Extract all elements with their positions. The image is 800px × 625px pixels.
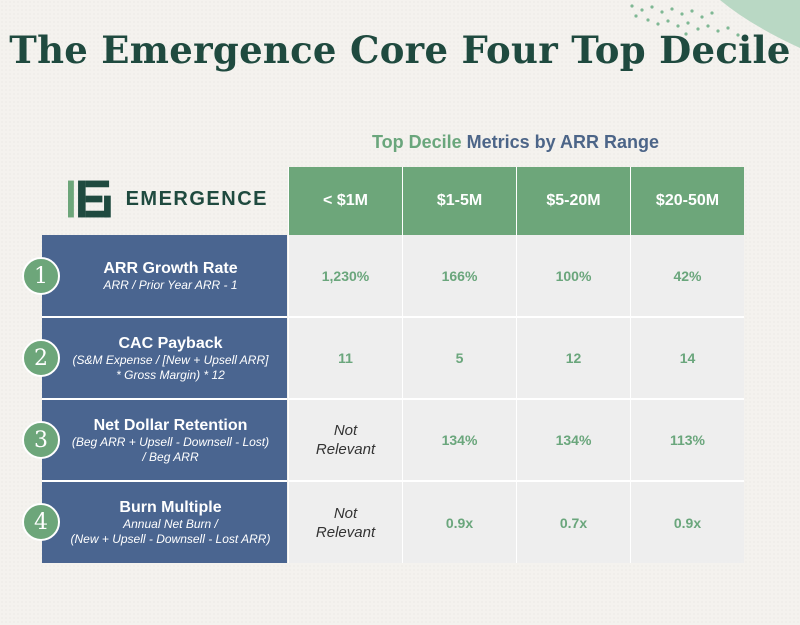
row-label-burn-multiple: Burn Multiple Annual Net Burn / (New + U… (42, 482, 287, 563)
emergence-logo: EMERGENCE (68, 176, 268, 222)
row-label-cac-payback: CAC Payback (S&M Expense / [New + Upsell… (42, 318, 287, 400)
page-title: The Emergence Core Four Top Decile (9, 28, 791, 72)
column-header-20-50m: $20-50M (630, 167, 744, 235)
table-subtitle: Top Decile Metrics by ARR Range (288, 132, 743, 153)
logo-wordmark: EMERGENCE (125, 187, 268, 210)
table-cell: 42% (630, 235, 744, 318)
table-cell: Not Relevant (288, 400, 402, 482)
metric-name: CAC Payback (118, 334, 223, 352)
column-header-5-20m: $5-20M (516, 167, 630, 235)
metric-name: ARR Growth Rate (103, 259, 238, 277)
table-cell: 0.9x (630, 482, 744, 563)
metric-formula: ARR / Prior Year ARR - 1 (103, 277, 238, 292)
row-label-arr-growth: ARR Growth Rate ARR / Prior Year ARR - 1 (42, 235, 287, 318)
table-cell: 134% (516, 400, 630, 482)
metric-formula: (S&M Expense / [New + Upsell ARR] (72, 352, 269, 367)
table-cell: 166% (402, 235, 516, 318)
table-cell: 1,230% (288, 235, 402, 318)
table-cell: 12 (516, 318, 630, 400)
metric-name: Net Dollar Retention (93, 416, 248, 434)
row-label-net-dollar-retention: Net Dollar Retention (Beg ARR + Upsell -… (42, 400, 287, 482)
table-cell: 11 (288, 318, 402, 400)
corner-dots-decoration (630, 0, 800, 48)
table-cell: 134% (402, 400, 516, 482)
table-cell: 5 (402, 318, 516, 400)
table-cell: 100% (516, 235, 630, 318)
row-number-badge: 1 (22, 257, 60, 295)
metric-formula: Annual Net Burn / (123, 517, 218, 531)
subtitle-highlight: Top Decile (371, 132, 462, 152)
table-cell: 0.7x (516, 482, 630, 563)
row-number-badge: 3 (22, 421, 60, 459)
subtitle-rest: Metrics by ARR Range (466, 132, 660, 152)
emergence-logo-icon (68, 180, 111, 218)
table-cell: 14 (630, 318, 744, 400)
metric-formula: (Beg ARR + Upsell - Downsell - Lost) (71, 434, 270, 449)
column-header-lt-1m: < $1M (288, 167, 402, 235)
row-number-badge: 2 (22, 339, 60, 377)
metric-name: Burn Multiple (119, 499, 222, 516)
column-header-1-5m: $1-5M (402, 167, 516, 235)
metric-formula: / Beg ARR (142, 449, 199, 464)
table-cell: Not Relevant (288, 482, 402, 563)
row-number-badge: 4 (22, 503, 60, 541)
table-cell: 113% (630, 400, 744, 482)
metric-formula: * Gross Margin) * 12 (116, 367, 225, 382)
metric-formula: (New + Upsell - Downsell - Lost ARR) (70, 532, 271, 546)
table-cell: 0.9x (402, 482, 516, 563)
